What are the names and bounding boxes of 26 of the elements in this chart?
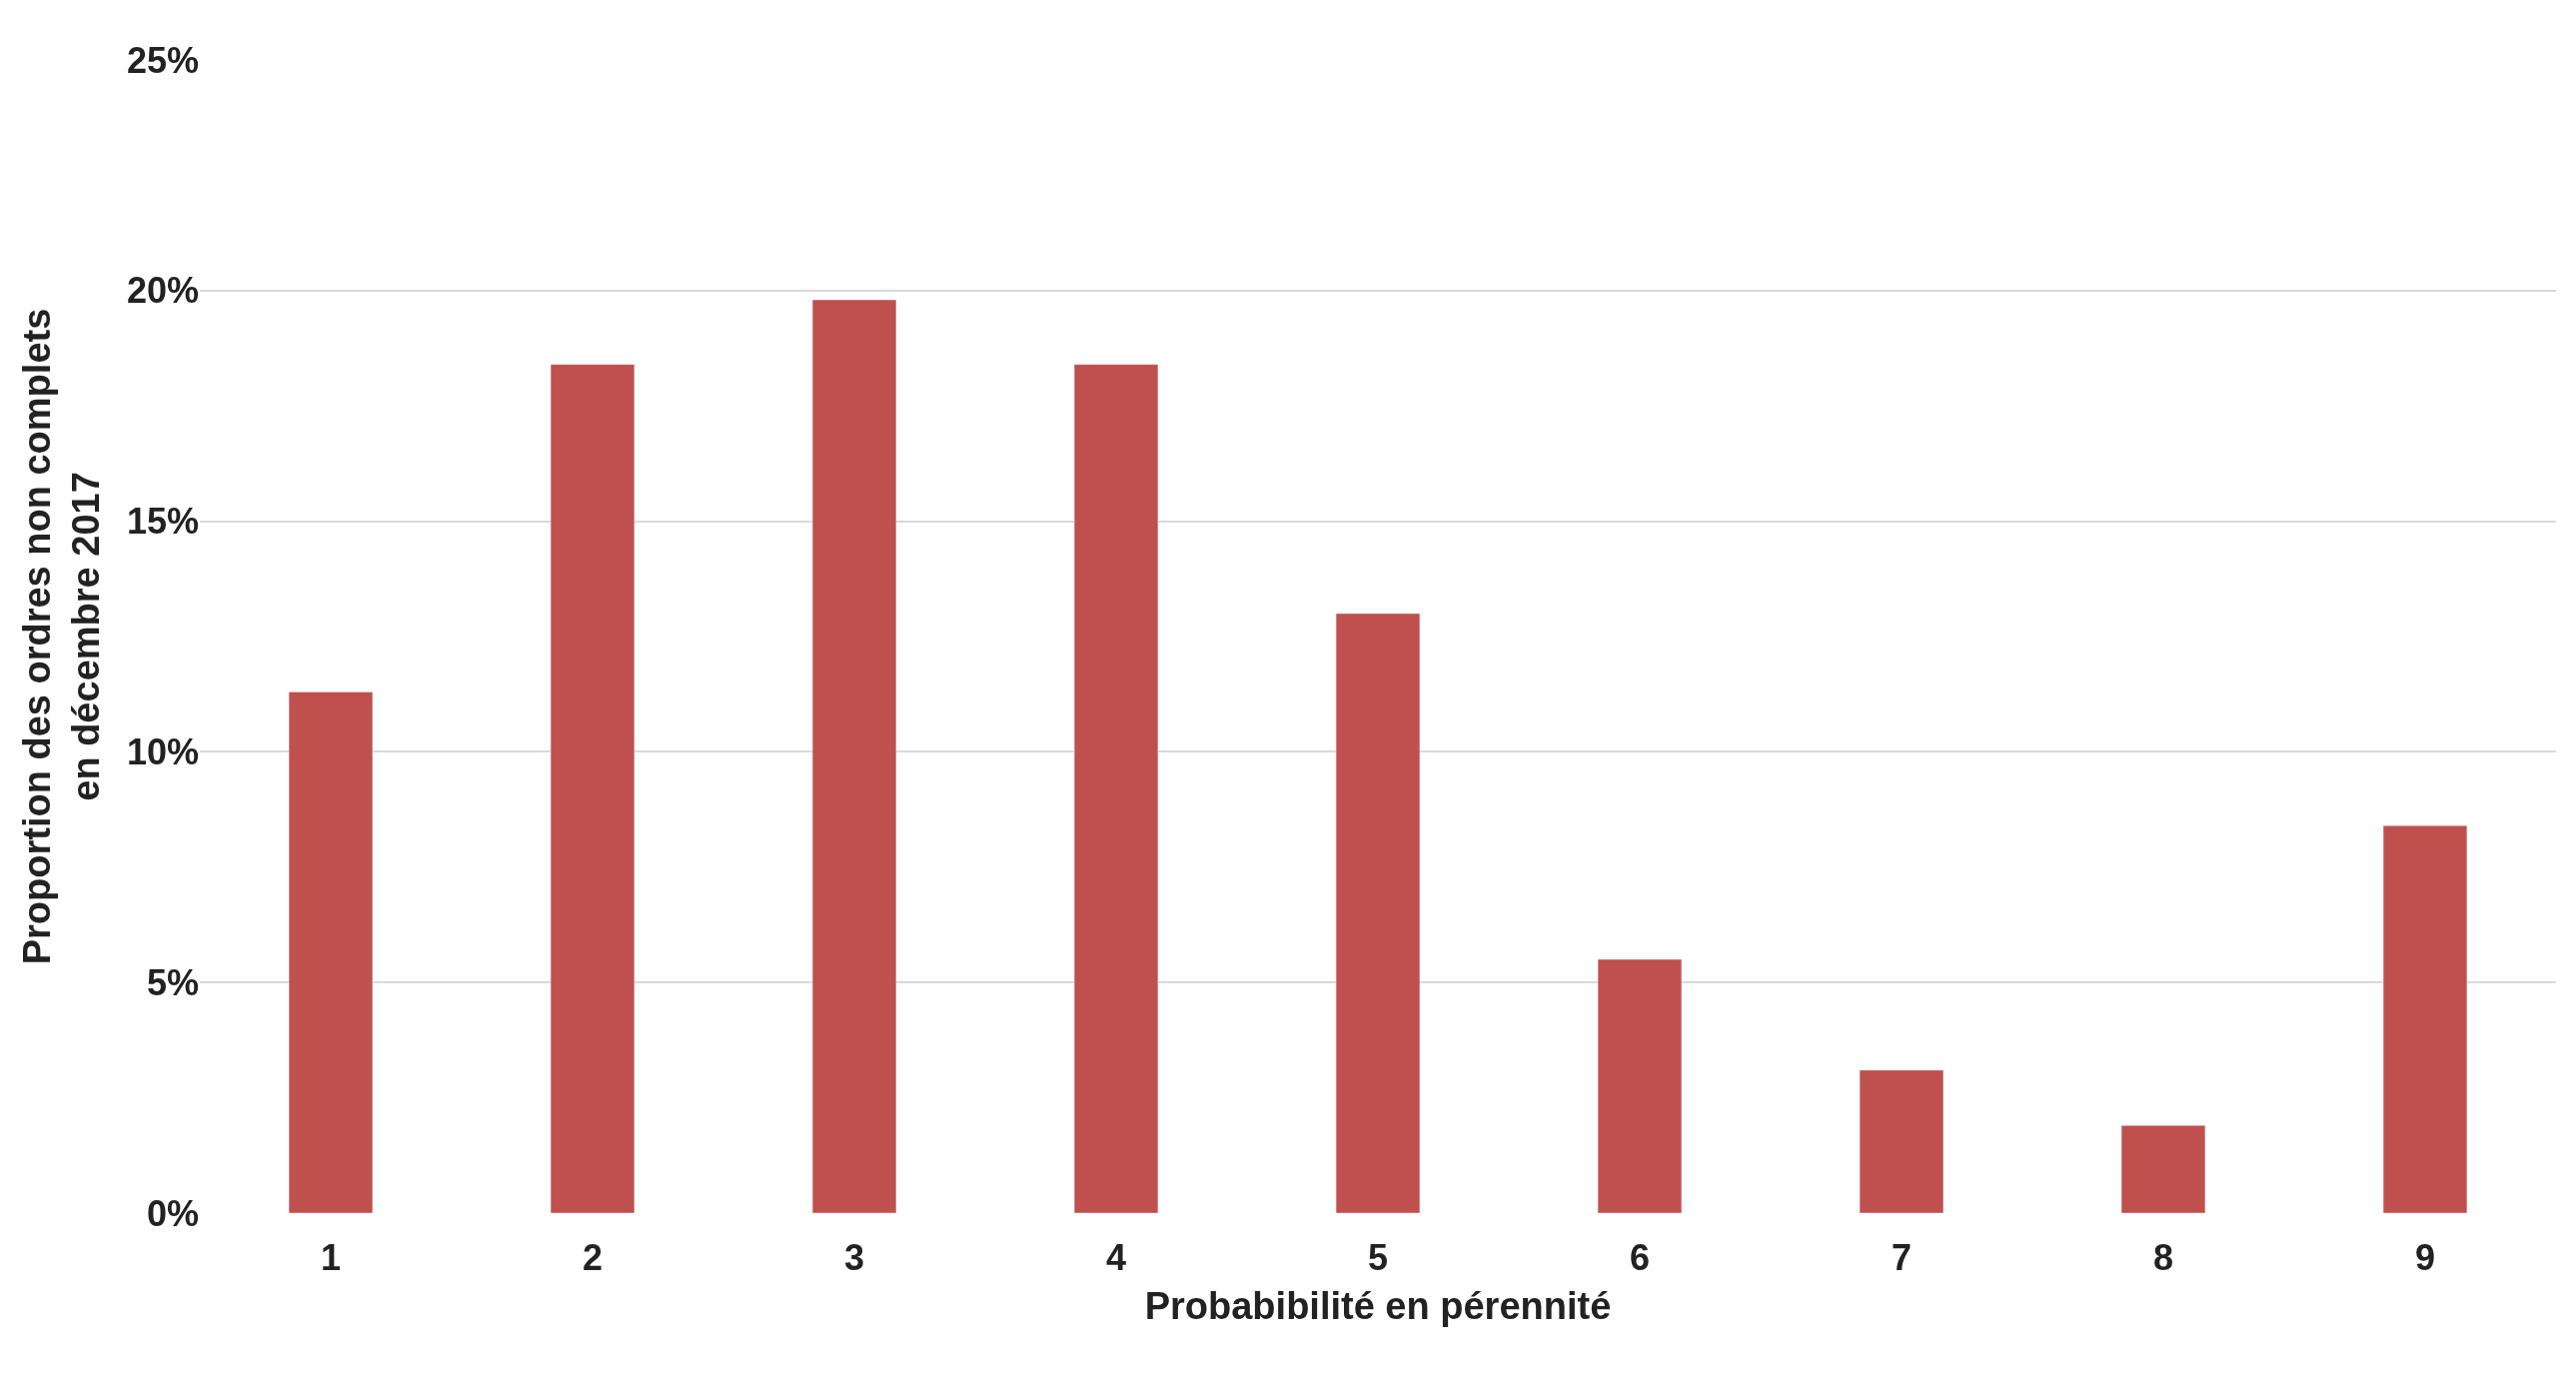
y-tick-label: 0%	[146, 1192, 199, 1234]
bar	[1335, 613, 1421, 1213]
x-tick-label: 3	[843, 1237, 865, 1278]
bar	[1859, 1069, 1944, 1213]
bar	[550, 364, 636, 1213]
y-tick-label: 25%	[126, 39, 199, 81]
bar	[288, 691, 374, 1213]
bar	[1597, 958, 1683, 1213]
y-tick-label: 10%	[126, 731, 199, 772]
x-axis-title: Probabibilité en pérennité	[1144, 1285, 1612, 1328]
bar	[1073, 364, 1159, 1213]
x-tick-label: 4	[1105, 1237, 1127, 1278]
x-tick-label: 9	[2414, 1237, 2436, 1278]
x-tick-label: 2	[582, 1237, 604, 1278]
x-tick-label: 8	[2152, 1237, 2174, 1278]
bar	[811, 299, 897, 1213]
bar	[2120, 1125, 2206, 1213]
x-tick-label: 6	[1629, 1237, 1651, 1278]
y-tick-label: 5%	[146, 961, 199, 1003]
x-tick-label: 7	[1891, 1237, 1913, 1278]
y-tick-label: 15%	[126, 501, 199, 543]
y-axis-title: Proportion des ordres non complets en décembre 2017	[15, 308, 108, 965]
x-tick-label: 5	[1367, 1237, 1389, 1278]
y-tick-label: 20%	[126, 270, 199, 312]
x-tick-label: 1	[320, 1237, 342, 1278]
bar	[2382, 825, 2468, 1213]
